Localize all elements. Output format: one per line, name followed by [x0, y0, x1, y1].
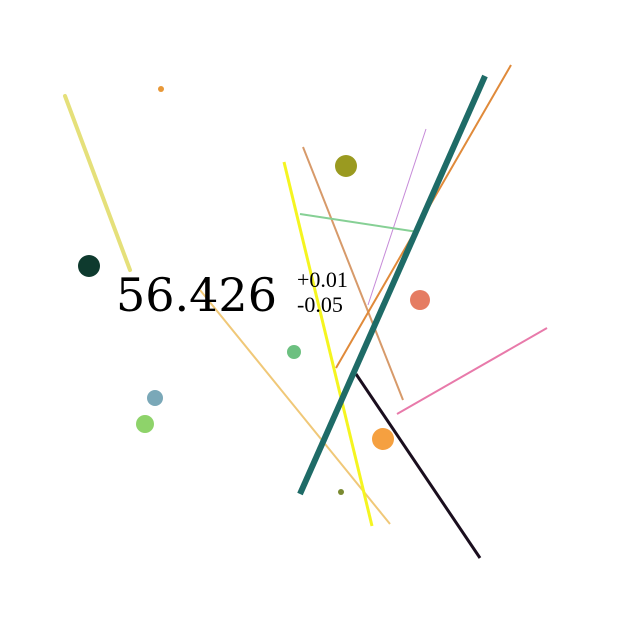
pink-line [396, 327, 548, 415]
tan-line [302, 146, 404, 401]
mint-dot [287, 345, 301, 359]
violet-line [367, 128, 427, 306]
black-line [354, 373, 482, 559]
small-orange-dot [158, 86, 164, 92]
green-line [299, 213, 419, 233]
salmon-dot [410, 290, 430, 310]
tiny-olive-dot [338, 489, 344, 495]
thick-teal-line [297, 74, 488, 496]
lower-tolerance: -0.05 [297, 292, 343, 317]
orange-dot [372, 428, 394, 450]
wheat-line [199, 289, 391, 525]
upper-tolerance: +0.01 [297, 267, 348, 292]
steel-blue-dot [147, 390, 163, 406]
olive-dot [335, 155, 357, 177]
yellow-line [282, 161, 374, 527]
dimension-value: 56.426 [116, 268, 277, 322]
light-green-dot [136, 415, 154, 433]
dark-green-dot [78, 255, 100, 277]
pale-yellow-line [63, 94, 132, 272]
